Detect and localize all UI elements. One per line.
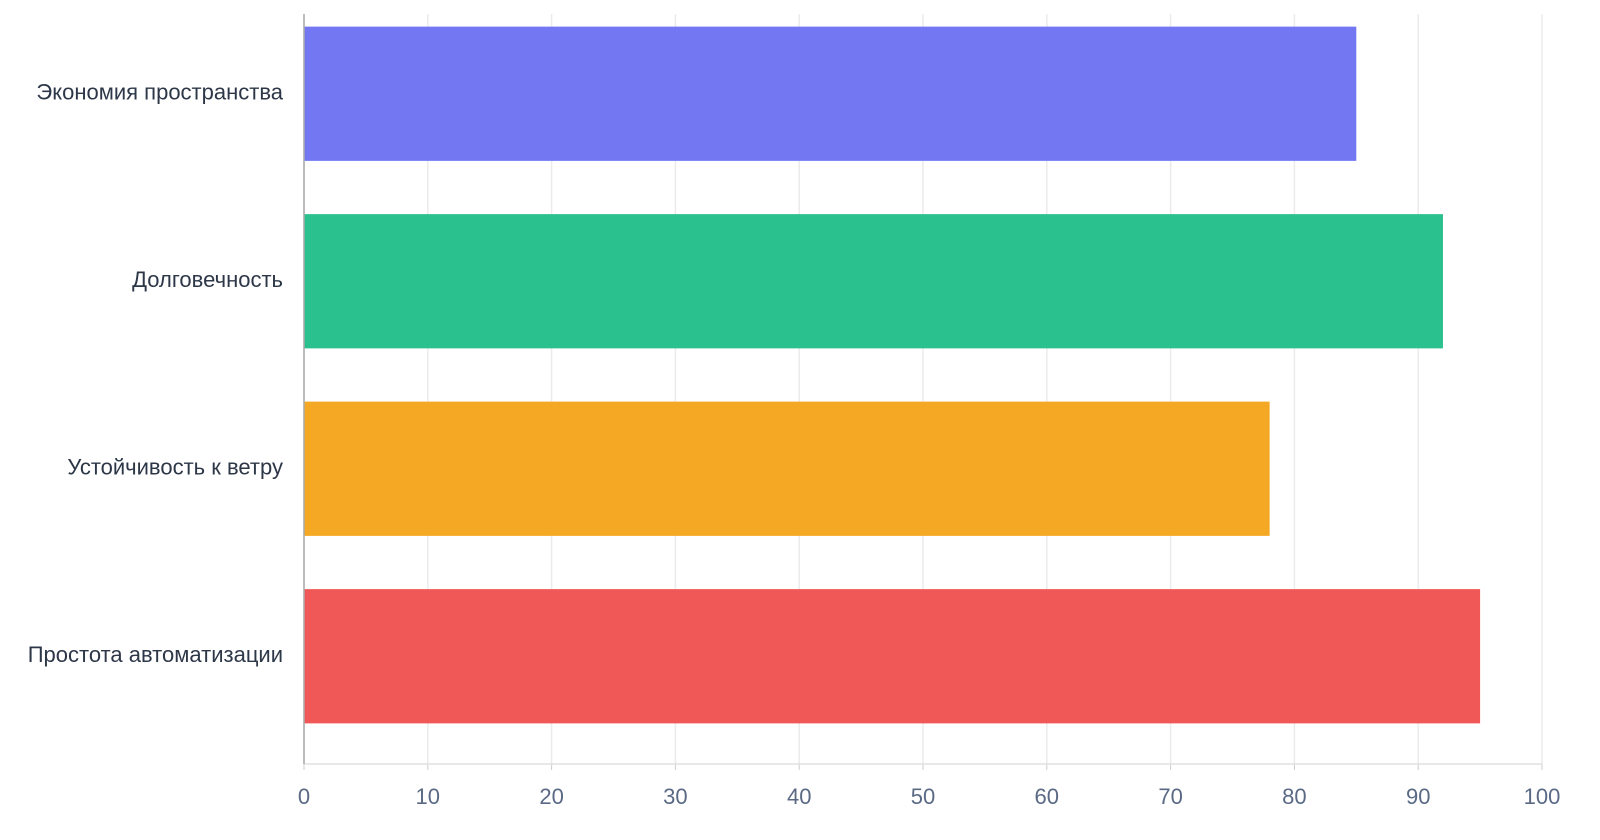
x-tick-label: 30 <box>663 784 687 809</box>
x-tick-label: 40 <box>787 784 811 809</box>
x-tick-label: 20 <box>539 784 563 809</box>
x-tick-label: 80 <box>1282 784 1306 809</box>
bar <box>304 401 1270 536</box>
bar <box>304 214 1443 349</box>
x-tick-label: 0 <box>298 784 310 809</box>
y-tick-label: Долговечность <box>132 267 283 292</box>
x-tick-label: 100 <box>1524 784 1561 809</box>
y-tick-label: Экономия пространства <box>36 80 283 105</box>
x-tick-label: 50 <box>911 784 935 809</box>
x-tick-label: 70 <box>1158 784 1182 809</box>
x-tick-label: 60 <box>1035 784 1059 809</box>
bar <box>304 589 1481 724</box>
y-tick-label: Простота автоматизации <box>28 642 283 667</box>
bar <box>304 26 1357 161</box>
y-tick-label: Устойчивость к ветру <box>67 455 283 480</box>
x-tick-label: 10 <box>416 784 440 809</box>
x-tick-label: 90 <box>1406 784 1430 809</box>
